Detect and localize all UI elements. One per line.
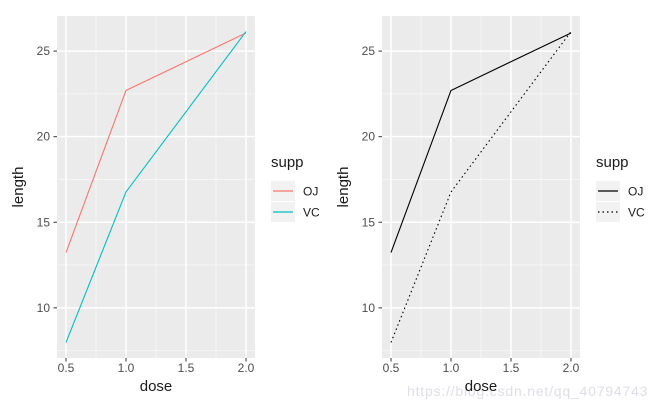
legend: supp OJ VC xyxy=(271,154,320,222)
legend-label-OJ: OJ xyxy=(303,185,318,199)
chart-linetype-lines: 0.5 1.0 1.5 2.0 10 15 20 25 dose length supp OJ VC xyxy=(325,0,665,404)
y-tick-label: 10 xyxy=(362,301,376,315)
legend-title: supp xyxy=(596,154,629,171)
y-axis-title: length xyxy=(10,167,27,208)
y-tick-label: 20 xyxy=(37,130,51,144)
y-tick-label: 15 xyxy=(362,215,376,229)
y-tick-label: 15 xyxy=(37,215,51,229)
y-axis-title: length xyxy=(335,167,352,208)
y-tick-label: 25 xyxy=(362,44,376,58)
chart-color-lines: 0.5 1.0 1.5 2.0 10 15 20 25 dose length supp OJ VC xyxy=(10,16,320,395)
legend-title: supp xyxy=(271,154,304,171)
x-tick-label: 0.5 xyxy=(383,361,400,375)
x-tick-label: 1.0 xyxy=(118,361,135,375)
legend: supp OJ VC xyxy=(596,154,645,222)
x-tick-label: 0.5 xyxy=(58,361,75,375)
x-tick-label: 2.0 xyxy=(238,361,255,375)
y-tick-label: 20 xyxy=(362,130,376,144)
x-axis-title: dose xyxy=(140,378,173,395)
y-tick-label: 25 xyxy=(37,44,51,58)
series-line-OJ xyxy=(65,32,247,253)
ggplot-chart-svg: 0.5 1.0 1.5 2.0 10 15 20 25 dose length supp OJ VC xyxy=(335,16,645,395)
x-tick-label: 2.0 xyxy=(563,361,580,375)
watermark-text: https://blog.csdn.net/qq_40794743 xyxy=(407,383,649,399)
legend-label-VC: VC xyxy=(303,206,320,220)
y-tick-label: 10 xyxy=(37,301,51,315)
legend-label-VC: VC xyxy=(628,206,645,220)
series-line-OJ xyxy=(390,32,572,253)
legend-label-OJ: OJ xyxy=(628,185,643,199)
x-tick-label: 1.0 xyxy=(443,361,460,375)
ggplot-chart-svg: 0.5 1.0 1.5 2.0 10 15 20 25 dose length supp OJ VC xyxy=(10,16,320,395)
x-tick-label: 1.5 xyxy=(503,361,520,375)
x-axis-title: dose xyxy=(465,378,498,395)
x-tick-label: 1.5 xyxy=(178,361,195,375)
series-line-VC xyxy=(65,31,247,343)
